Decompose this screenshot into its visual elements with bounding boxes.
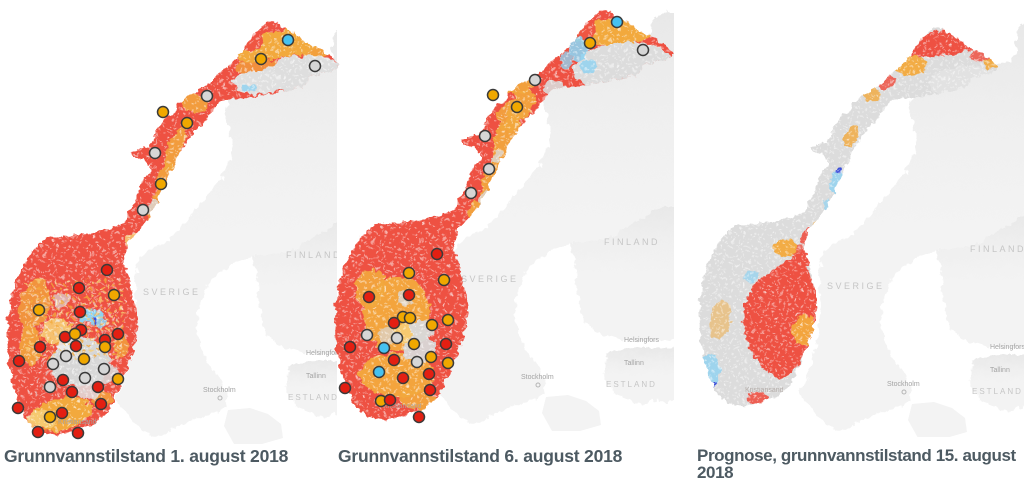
svg-text:Kristiansand: Kristiansand	[58, 419, 97, 426]
svg-text:Stockholm: Stockholm	[203, 387, 236, 394]
svg-text:FINLAND: FINLAND	[286, 250, 342, 260]
svg-text:SVERIGE: SVERIGE	[827, 281, 885, 291]
svg-text:FINLAND: FINLAND	[604, 237, 660, 247]
svg-text:Tallinn: Tallinn	[624, 360, 644, 367]
svg-text:SVERIGE: SVERIGE	[143, 287, 201, 297]
svg-text:Kristiansand: Kristiansand	[383, 403, 422, 410]
svg-text:Tallinn: Tallinn	[990, 367, 1010, 374]
svg-text:Helsingfors: Helsingfors	[624, 337, 660, 344]
svg-text:SVERIGE: SVERIGE	[461, 274, 519, 284]
svg-text:ESTLAND: ESTLAND	[288, 393, 339, 402]
svg-text:Stockholm: Stockholm	[887, 381, 920, 388]
svg-text:FINLAND: FINLAND	[970, 244, 1024, 254]
svg-text:Tallinn: Tallinn	[306, 373, 326, 380]
svg-text:Kristiansand: Kristiansand	[745, 387, 784, 394]
svg-text:Helsingfors: Helsingfors	[990, 344, 1024, 351]
svg-text:ESTLAND: ESTLAND	[606, 380, 657, 389]
svg-text:Stockholm: Stockholm	[521, 374, 554, 381]
svg-text:ESTLAND: ESTLAND	[972, 387, 1023, 396]
svg-text:Helsingfors: Helsingfors	[306, 350, 342, 357]
